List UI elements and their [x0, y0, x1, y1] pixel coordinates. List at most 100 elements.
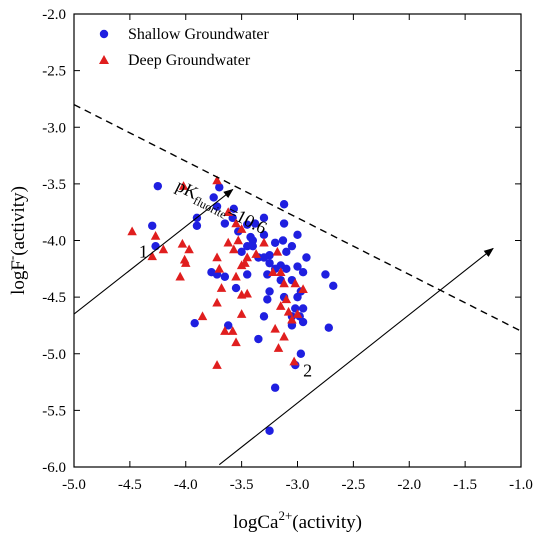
point-shallow-groundwater — [263, 270, 272, 279]
point-shallow-groundwater — [224, 321, 233, 330]
point-deep-groundwater — [242, 288, 252, 298]
point-shallow-groundwater — [259, 213, 269, 223]
x-tick-label: -2.5 — [342, 477, 366, 493]
x-tick-label: -3.5 — [230, 477, 254, 493]
ref-label-rest: =10.6 — [224, 201, 270, 238]
legend-marker-shallow — [99, 29, 109, 39]
point-shallow-groundwater — [287, 241, 297, 251]
point-shallow-groundwater — [293, 262, 302, 271]
point-shallow-groundwater — [282, 247, 291, 257]
point-shallow-groundwater — [254, 334, 263, 344]
point-deep-groundwater — [127, 226, 137, 236]
y-tick-label: -4.0 — [42, 234, 66, 250]
point-shallow-groundwater — [259, 312, 269, 321]
x-axis-title: logCa2+(activity) — [233, 508, 362, 533]
x-tick-label: -4.0 — [174, 477, 198, 493]
point-shallow-groundwater — [151, 241, 160, 251]
y-title-main: logF — [8, 260, 29, 295]
point-shallow-groundwater — [237, 247, 246, 257]
point-shallow-groundwater — [250, 219, 260, 228]
point-deep-groundwater — [279, 331, 289, 341]
point-deep-groundwater — [259, 237, 269, 247]
point-deep-groundwater — [197, 311, 208, 321]
point-shallow-groundwater — [302, 253, 311, 262]
point-shallow-groundwater — [265, 426, 274, 435]
trend-arrow-2 — [218, 247, 494, 466]
point-shallow-groundwater — [259, 253, 269, 262]
point-deep-groundwater — [231, 271, 241, 281]
point-deep-groundwater — [236, 224, 247, 233]
point-deep-groundwater — [236, 289, 247, 299]
point-deep-groundwater — [290, 278, 301, 288]
point-shallow-groundwater — [279, 200, 289, 209]
y-tick-label: -2.0 — [42, 7, 66, 23]
point-shallow-groundwater — [278, 236, 288, 245]
x-title-rest: (activity) — [292, 512, 362, 533]
point-shallow-groundwater — [231, 283, 241, 293]
arrow-label-1: 1 — [139, 241, 148, 261]
point-deep-groundwater — [214, 263, 225, 273]
y-tick-label: -5.5 — [42, 403, 66, 419]
point-shallow-groundwater — [248, 241, 257, 251]
point-shallow-groundwater — [243, 270, 252, 279]
y-axis-title: logF-(activity) — [4, 186, 29, 295]
point-shallow-groundwater — [321, 270, 330, 279]
y-tick-label: -4.5 — [42, 290, 66, 306]
point-deep-groundwater — [212, 252, 222, 262]
point-deep-groundwater — [212, 297, 222, 307]
point-deep-groundwater — [281, 294, 292, 304]
point-deep-groundwater — [236, 309, 247, 318]
point-deep-groundwater — [233, 235, 244, 245]
point-deep-groundwater — [178, 181, 189, 190]
y-tick-label: -2.5 — [42, 64, 66, 80]
x-title-main: logCa — [233, 512, 279, 533]
x-title-sup: 2+ — [278, 508, 292, 523]
point-deep-groundwater — [147, 251, 157, 261]
point-deep-groundwater — [175, 271, 185, 281]
point-shallow-groundwater — [324, 323, 333, 332]
point-deep-groundwater — [287, 314, 297, 324]
point-shallow-groundwater — [207, 268, 216, 277]
point-shallow-groundwater — [298, 304, 308, 313]
point-deep-groundwater — [275, 267, 286, 276]
trend-arrow-1 — [74, 188, 234, 315]
point-deep-groundwater — [150, 230, 161, 240]
tick-layer: -5.0 -4.5 -4.0 -3.5 -3.0 -2.5 -2.0 -1.5 -1.0 -2.0… — [42, 7, 533, 493]
point-deep-groundwater — [283, 306, 294, 316]
point-deep-groundwater — [279, 278, 289, 288]
point-shallow-groundwater — [212, 202, 222, 211]
x-tick-label: -4.5 — [118, 477, 142, 493]
point-shallow-groundwater — [243, 220, 252, 229]
point-deep-groundwater — [220, 326, 230, 335]
point-shallow-groundwater — [329, 281, 338, 290]
y-title-sup: - — [4, 256, 19, 260]
point-deep-groundwater — [272, 246, 283, 256]
point-deep-groundwater — [223, 237, 233, 247]
point-shallow-groundwater — [296, 349, 306, 358]
point-deep-groundwater — [289, 356, 299, 366]
y-title-rest: (activity) — [8, 186, 29, 256]
point-shallow-groundwater — [293, 230, 302, 240]
point-shallow-groundwater — [279, 219, 289, 228]
point-deep-groundwater — [229, 244, 239, 254]
legend-label-deep: Deep Groundwater — [128, 52, 251, 69]
y-tick-label: -5.0 — [42, 347, 66, 363]
arrow-label-2: 2 — [303, 360, 312, 380]
point-deep-groundwater — [298, 284, 308, 293]
legend-label-shallow: Shallow Groundwater — [128, 26, 270, 43]
point-shallow-groundwater — [148, 221, 157, 230]
y-tick-label: -6.0 — [42, 460, 66, 476]
reference-line-layer — [74, 103, 521, 466]
point-deep-groundwater — [273, 343, 284, 352]
point-shallow-groundwater — [220, 219, 230, 228]
point-deep-groundwater — [158, 244, 169, 254]
point-shallow-groundwater — [190, 318, 199, 328]
point-deep-groundwater — [212, 175, 222, 185]
legend-marker-deep — [99, 55, 109, 64]
point-shallow-groundwater — [259, 230, 269, 240]
point-shallow-groundwater — [270, 238, 280, 247]
point-shallow-groundwater — [209, 193, 218, 202]
x-tick-label: -2.0 — [397, 477, 421, 493]
